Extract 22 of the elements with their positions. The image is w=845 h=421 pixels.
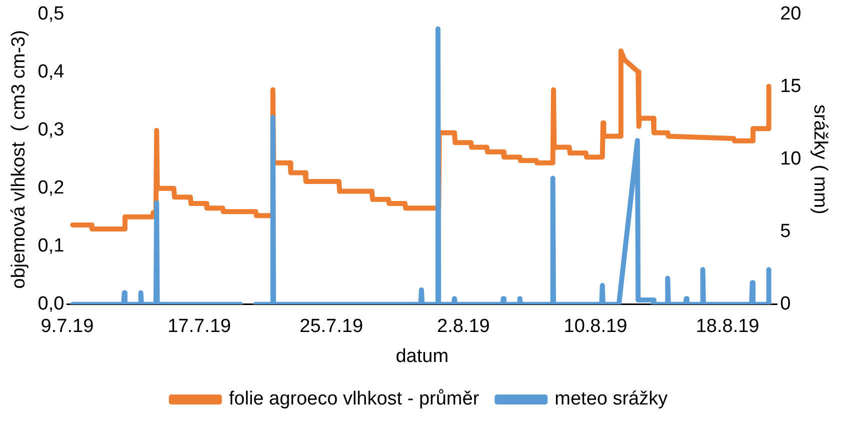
y-axis-title: objemová vlhkost ( cm3 cm-3) bbox=[8, 30, 30, 289]
x-tick-label: 17.7.19 bbox=[168, 316, 231, 338]
x-axis-title: datum bbox=[396, 346, 449, 367]
x-tick-label: 9.7.19 bbox=[40, 316, 94, 338]
x-tick-label: 25.7.19 bbox=[300, 316, 364, 338]
y2-tick-label: 5 bbox=[780, 221, 791, 242]
y-tick-label: 0,1 bbox=[38, 236, 64, 257]
y-tick-label: 0,4 bbox=[38, 62, 65, 83]
y2-tick-label: 20 bbox=[780, 4, 802, 25]
y-tick-label: 0,0 bbox=[38, 294, 64, 315]
x-tick-label: 18.8.19 bbox=[696, 316, 760, 338]
y-tick-label: 0,2 bbox=[38, 178, 64, 199]
y2-tick-label: 15 bbox=[780, 76, 802, 98]
y2-tick-label: 10 bbox=[780, 148, 802, 170]
y-tick-label: 0,3 bbox=[38, 120, 64, 141]
legend-label: meteo srážky bbox=[554, 388, 668, 410]
y-tick-label: 0,5 bbox=[38, 4, 64, 25]
y2-tick-label: 0 bbox=[780, 294, 791, 315]
x-tick-label: 2.8.19 bbox=[436, 316, 490, 338]
legend-label: folie agroeco vlhkost - průměr bbox=[228, 388, 480, 410]
x-tick-label: 10.8.19 bbox=[564, 316, 628, 338]
y2-axis-title: srážky ( mm) bbox=[809, 104, 830, 214]
